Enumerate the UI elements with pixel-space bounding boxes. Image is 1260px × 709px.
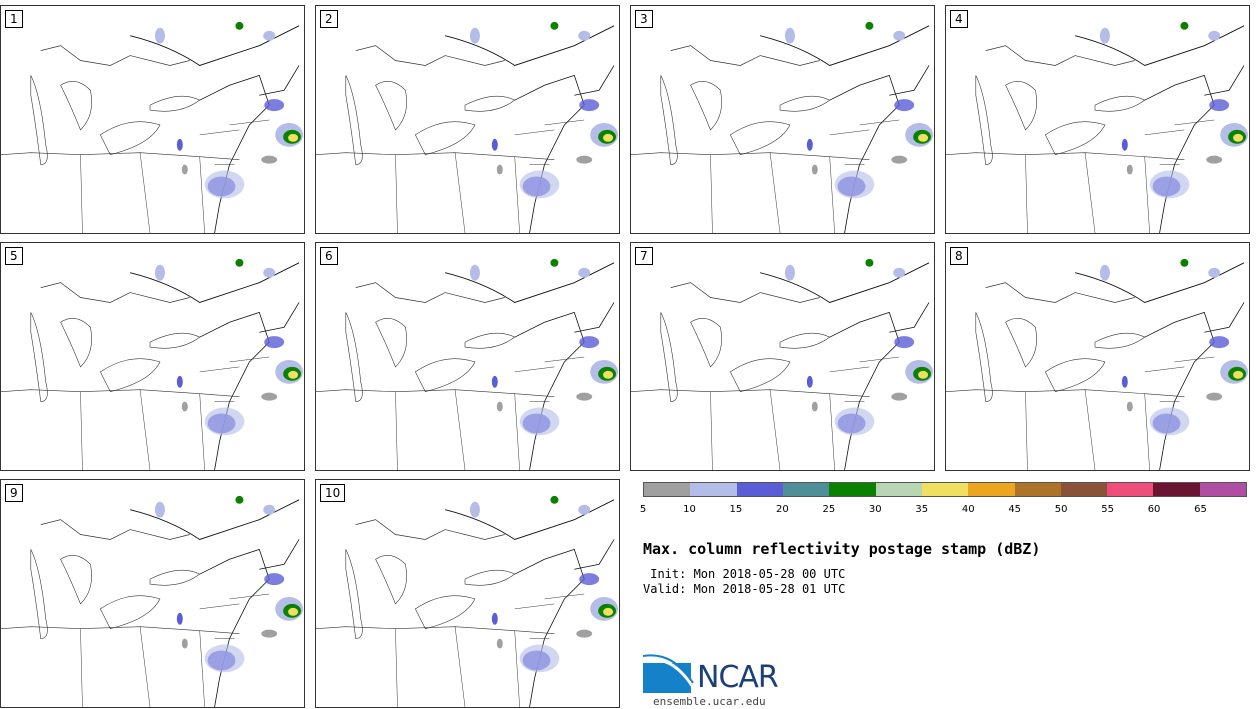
colorbar-segment xyxy=(1014,483,1061,496)
member-label: 7 xyxy=(635,247,653,265)
member-label: 2 xyxy=(320,10,338,28)
site-url: ensemble.ucar.edu xyxy=(653,695,766,708)
colorbar-segment xyxy=(968,483,1015,496)
init-time: Init: Mon 2018-05-28 00 UTC xyxy=(643,567,846,581)
member-label: 3 xyxy=(635,10,653,28)
colorbar-segment xyxy=(1153,483,1200,496)
reflectivity-map xyxy=(316,21,619,233)
postage-stamp-panel: 1 xyxy=(0,5,305,234)
reflectivity-map xyxy=(1,495,304,707)
member-label: 10 xyxy=(320,484,346,502)
colorbar-segment xyxy=(921,483,969,496)
reflectivity-map xyxy=(1,258,304,470)
colorbar-segment xyxy=(644,483,691,496)
colorbar-tick-label: 50 xyxy=(1054,504,1068,515)
postage-stamp-panel: 7 xyxy=(630,242,935,471)
colorbar-ticks: 5 10 15 20 25 30 35 40 45 50 55 60 65 xyxy=(639,504,1247,518)
postage-stamp-panel: 3 xyxy=(630,5,935,234)
reflectivity-map xyxy=(946,258,1249,470)
reflectivity-map xyxy=(631,258,934,470)
colorbar-tick-label: 40 xyxy=(961,504,975,515)
member-label: 1 xyxy=(5,10,23,28)
reflectivity-map xyxy=(316,258,619,470)
postage-stamp-panel: 2 xyxy=(315,5,620,234)
colorbar-tick-label: 35 xyxy=(915,504,929,515)
postage-stamp-panel: 5 xyxy=(0,242,305,471)
colorbar-tick-label: 15 xyxy=(729,504,743,515)
colorbar-tick-label: 5 xyxy=(639,504,647,515)
member-label: 4 xyxy=(950,10,968,28)
colorbar-tick-label: 45 xyxy=(1008,504,1022,515)
colorbar-tick-label: 25 xyxy=(822,504,836,515)
postage-stamp-panel: 9 xyxy=(0,479,305,708)
postage-stamp-panel: 8 xyxy=(945,242,1250,471)
reflectivity-map xyxy=(316,495,619,707)
member-label: 5 xyxy=(5,247,23,265)
colorbar-tick-label: 10 xyxy=(683,504,696,515)
ncar-logo-icon xyxy=(643,654,695,693)
valid-time: Valid: Mon 2018-05-28 01 UTC xyxy=(643,582,846,596)
colorbar-segment xyxy=(1107,483,1154,496)
postage-stamp-panel: 10 xyxy=(315,479,620,708)
colorbar-segment xyxy=(1199,483,1247,496)
colorbar-segment xyxy=(1060,483,1108,496)
colorbar-tick-label: 55 xyxy=(1101,504,1114,515)
colorbar-segment xyxy=(782,483,830,496)
colorbar-tick-label: 60 xyxy=(1147,504,1161,515)
postage-stamp-panel: 6 xyxy=(315,242,620,471)
reflectivity-map xyxy=(1,21,304,233)
colorbar-tick-label: 65 xyxy=(1194,504,1207,515)
reflectivity-map xyxy=(631,21,934,233)
colorbar-segment xyxy=(690,483,737,496)
reflectivity-map xyxy=(946,21,1249,233)
colorbar-tick-label: 30 xyxy=(868,504,882,515)
figure-title: Max. column reflectivity postage stamp (… xyxy=(643,540,1041,558)
member-label: 9 xyxy=(5,484,23,502)
member-label: 6 xyxy=(320,247,338,265)
colorbar-tick-label: 20 xyxy=(776,504,789,515)
colorbar-segment xyxy=(736,483,783,496)
logo-text: NCAR xyxy=(697,660,779,695)
colorbar-segment xyxy=(829,483,876,496)
colorbar-segment xyxy=(875,483,922,496)
postage-stamp-panel: 4 xyxy=(945,5,1250,234)
member-label: 8 xyxy=(950,247,968,265)
reflectivity-colorbar xyxy=(643,482,1247,497)
